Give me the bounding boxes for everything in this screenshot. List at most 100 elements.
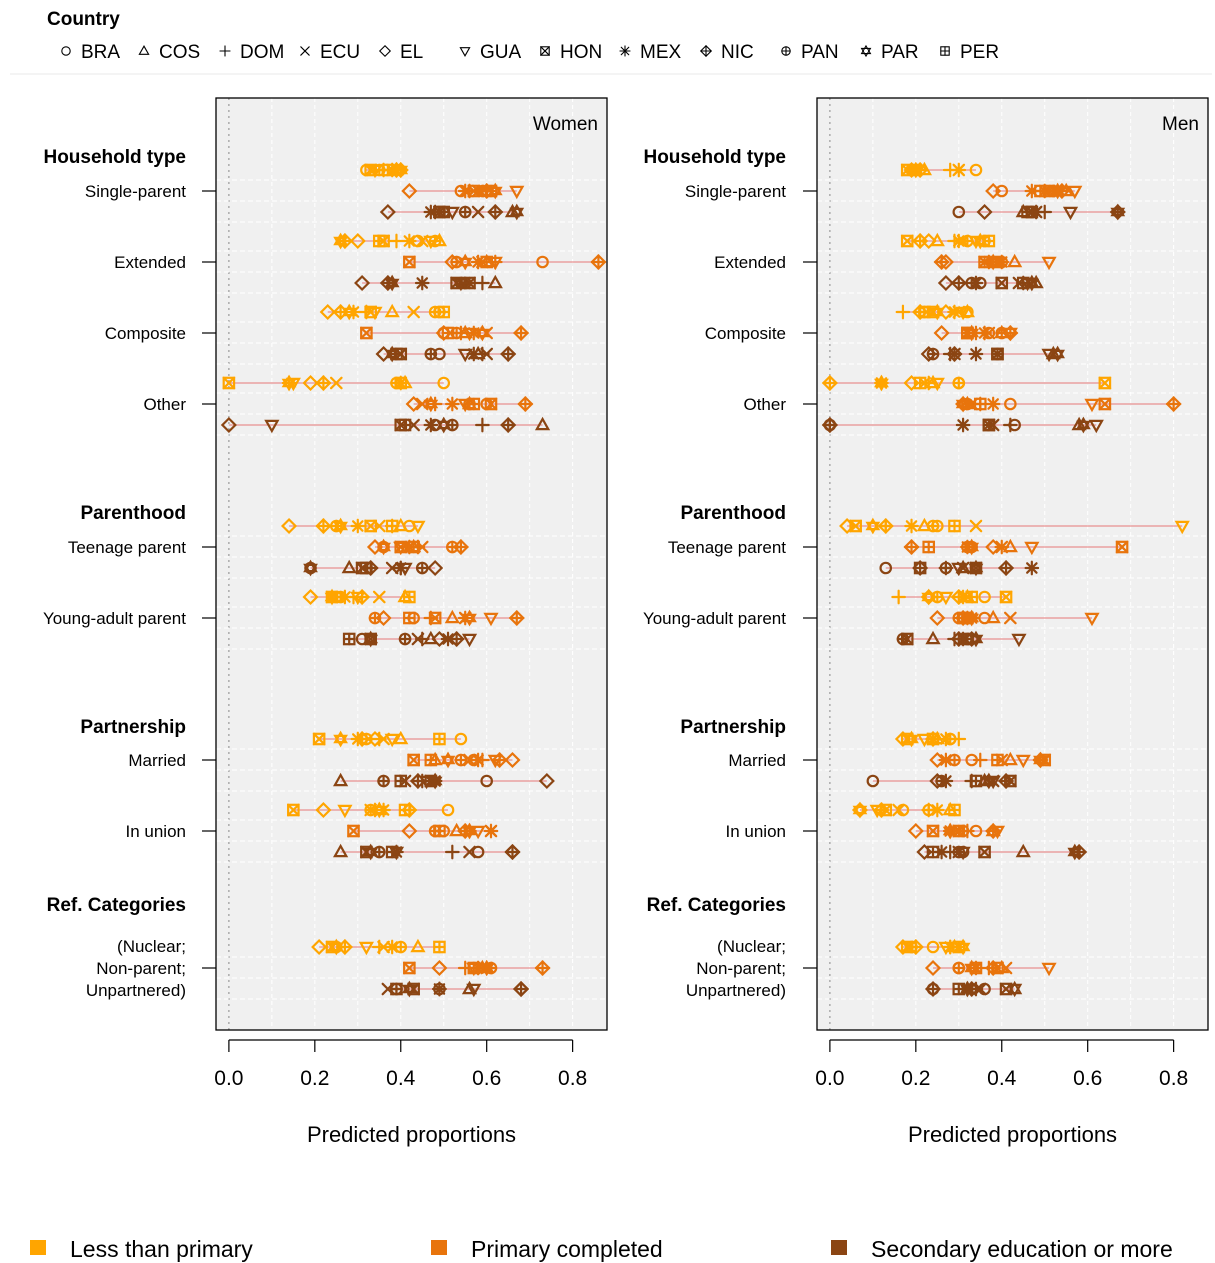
point-bra (437, 376, 451, 390)
point-pan (398, 632, 412, 646)
point-nic (946, 345, 963, 363)
point-par (865, 517, 881, 535)
diamond-plus-marker-icon (699, 44, 713, 58)
point-nic (354, 588, 371, 606)
point-per (969, 774, 983, 788)
color-swatch-icon (431, 1240, 447, 1255)
point-pan (394, 940, 408, 954)
point-gua (264, 419, 280, 434)
row-label-text: Teenage parent (68, 538, 186, 557)
point-ecu (385, 561, 399, 575)
point-per (969, 961, 983, 975)
point-nic (409, 772, 427, 790)
country-legend-title: Country (47, 9, 120, 30)
point-per (394, 376, 408, 390)
point-dom (895, 304, 911, 320)
point-el (311, 938, 328, 956)
point-gua (1088, 419, 1104, 434)
point-nic (985, 822, 1002, 840)
point-mex (1024, 560, 1040, 576)
plus-marker-icon (219, 45, 231, 57)
point-nic (873, 801, 890, 819)
point-per (926, 732, 940, 746)
point-cos (333, 843, 349, 858)
point-hon (995, 276, 1009, 290)
panel-women: Women Household type Single-parent Extended… (43, 97, 608, 1147)
point-el (427, 559, 444, 577)
point-hon (287, 803, 300, 817)
legend-item-nic: NIC (699, 42, 754, 63)
point-ecu (330, 376, 343, 390)
point-par (384, 274, 400, 292)
row-label-text: Extended (114, 253, 186, 272)
category-marks (891, 588, 1100, 648)
point-par (509, 203, 525, 221)
legend-item-dom: DOM (219, 42, 284, 63)
point-nic (513, 324, 530, 342)
point-ecu (969, 519, 983, 533)
legend-label-hon: HON (560, 42, 602, 63)
point-el (933, 324, 950, 342)
point-per (390, 982, 403, 996)
point-hon (403, 255, 416, 269)
point-gua (1041, 256, 1057, 271)
point-mex (414, 275, 430, 291)
row-label-line: Non-parent; (696, 959, 786, 978)
x-tick-label: 0.4 (386, 1067, 416, 1090)
point-nic (448, 630, 465, 648)
point-hon (222, 376, 236, 390)
point-cos (1007, 253, 1023, 268)
category-marks (319, 303, 530, 363)
point-dom (1003, 417, 1018, 433)
education-legend-label: Primary completed (471, 1236, 663, 1262)
point-par (921, 588, 937, 606)
point-par (324, 588, 340, 606)
point-mex (470, 752, 486, 768)
point-el (405, 395, 422, 413)
point-ecu (1004, 611, 1017, 625)
category-marks (851, 801, 1088, 861)
point-mex (985, 396, 1001, 412)
point-cos (341, 559, 357, 574)
point-hon (849, 519, 862, 533)
row-heading: Partnership (680, 717, 786, 738)
point-bra (536, 255, 549, 269)
point-par (874, 374, 889, 392)
category-marks (302, 588, 525, 648)
row-label-text: Young-adult parent (43, 609, 186, 628)
point-nic (500, 345, 517, 363)
row-label-text: Single-parent (685, 182, 786, 201)
point-el (354, 274, 371, 292)
legend-label-par: PAR (881, 42, 919, 63)
point-pan (446, 540, 459, 554)
point-par (1050, 345, 1065, 363)
x-tick-label: 0.4 (987, 1067, 1017, 1090)
row-label: Teenage parent (668, 538, 786, 557)
asterisk-marker-icon (619, 45, 631, 57)
x-axis-label: Predicted proportions (908, 1122, 1117, 1147)
point-par (852, 801, 868, 819)
legend-item-par: PAR (860, 42, 919, 63)
data-marks (220, 161, 607, 998)
point-per (913, 376, 927, 390)
point-nic (985, 959, 1002, 977)
row-label: (Nuclear; Non-parent; Unpartnered) (686, 937, 786, 1000)
point-per (909, 163, 923, 177)
point-mex (955, 417, 971, 433)
point-par (371, 801, 387, 819)
point-par (1110, 203, 1126, 221)
education-legend-label: Secondary education or more (871, 1236, 1173, 1262)
row-label-text: (Nuclear; Non-parent; Unpartnered) (686, 937, 786, 1000)
row-label: Extended (114, 253, 186, 272)
point-bra (926, 940, 940, 954)
point-per (484, 184, 498, 198)
category-marks (900, 232, 1057, 292)
point-par (363, 843, 379, 861)
row-label-text: Married (128, 751, 186, 770)
education-legend-item: Primary completed (431, 1236, 663, 1262)
point-nic (504, 843, 521, 861)
point-per (372, 234, 386, 248)
row-heading: Parenthood (80, 503, 186, 524)
point-ecu (407, 305, 420, 319)
